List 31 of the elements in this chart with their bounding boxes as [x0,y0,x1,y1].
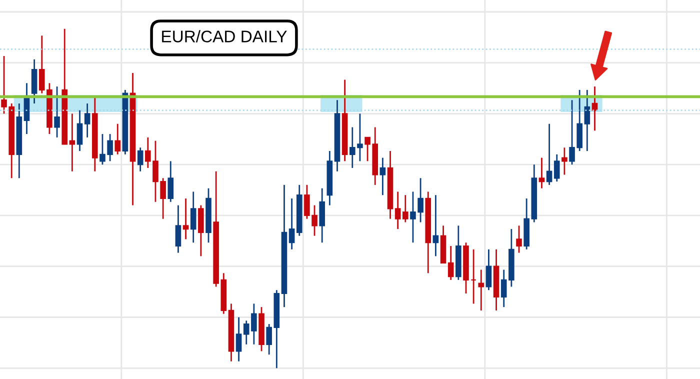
candlestick [168,160,174,203]
candlestick [478,269,484,312]
candlestick [402,194,408,223]
candlestick [288,198,295,250]
chart-title: EUR/CAD DAILY [162,30,287,42]
candlestick [175,204,182,254]
candlestick [538,157,545,190]
candlestick [554,154,560,182]
candlestick [54,86,60,138]
candlestick [546,123,552,186]
candlestick [380,157,386,196]
candlestick [114,123,121,156]
candlestick [448,245,454,281]
candlestick [470,248,476,304]
candlestick [137,146,144,172]
candlestick [319,188,325,244]
candlestick [69,112,76,172]
candlestick [190,191,196,244]
candlestick [592,86,598,132]
candlestick [236,316,242,362]
candlestick [31,58,38,104]
candlestick [516,224,522,254]
candlestick [584,89,590,152]
candlestick [198,204,204,257]
candlestick [486,248,492,291]
candlestick [394,191,401,230]
candlestick [84,102,90,138]
candlestick [562,146,568,176]
candlestick [182,198,189,240]
candlestick [76,110,83,152]
candlestick [432,194,439,257]
